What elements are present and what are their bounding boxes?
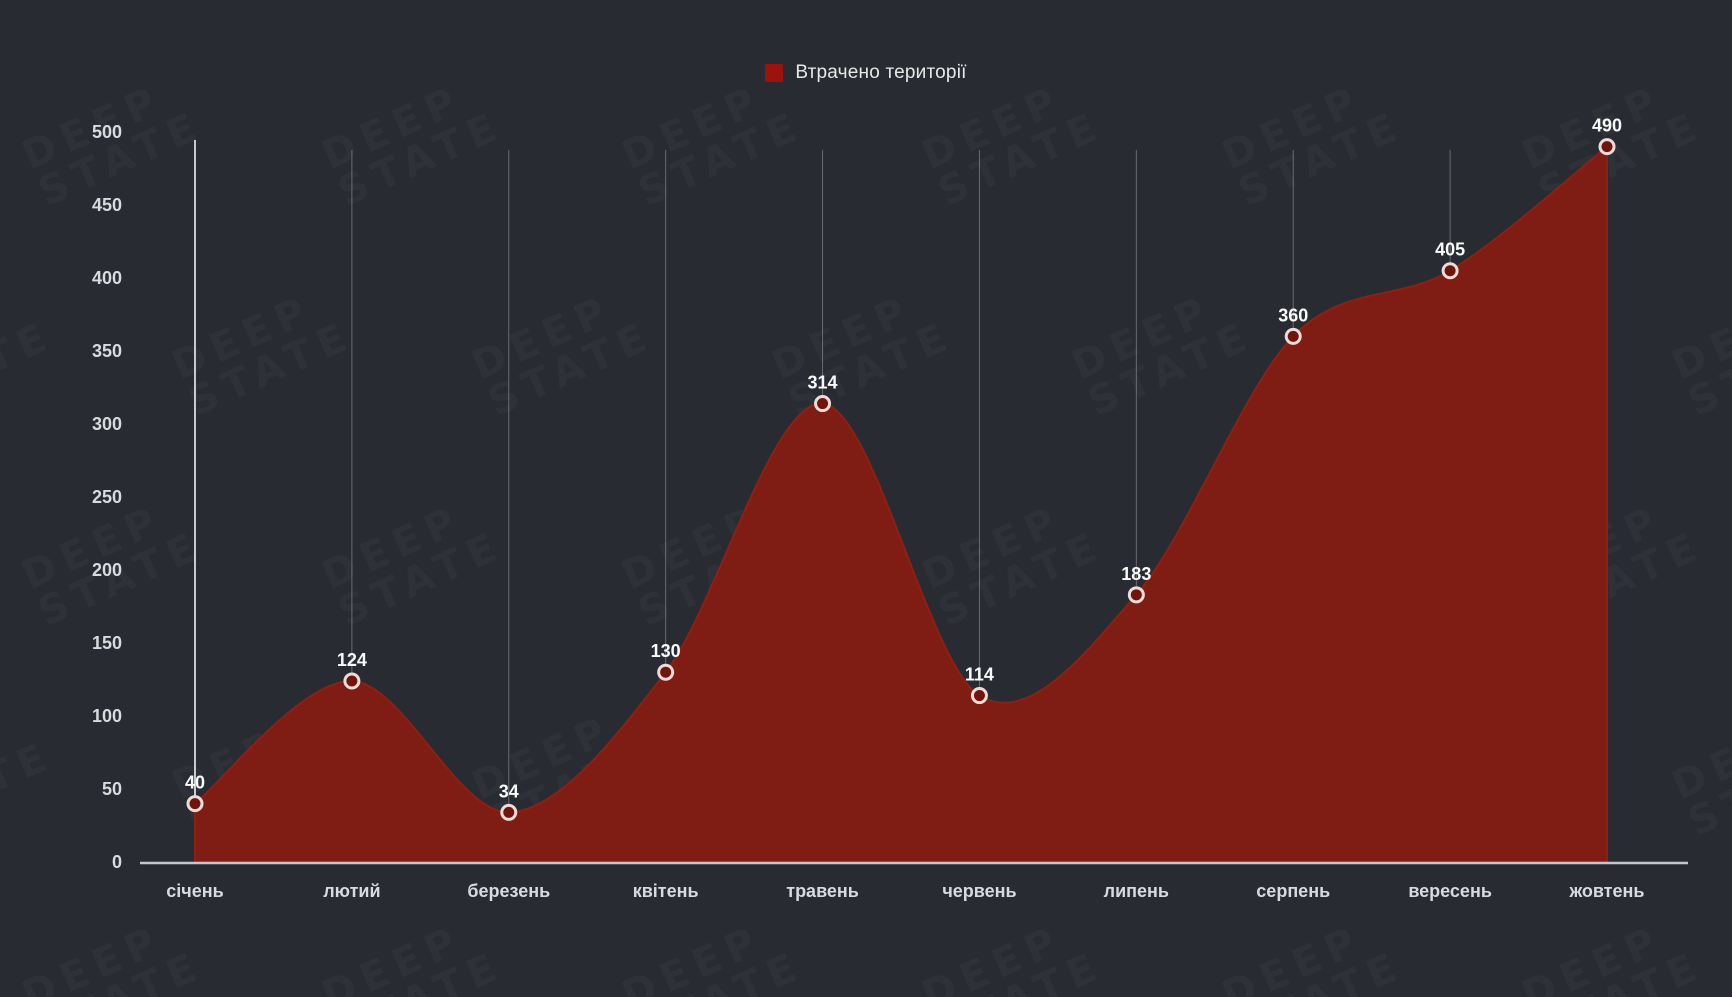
x-tick-label: липень bbox=[1104, 881, 1169, 901]
data-point-label: 183 bbox=[1121, 564, 1151, 584]
deepstate-watermark-tile: DEEPSTATE bbox=[1365, 0, 1560, 6]
area-series bbox=[194, 144, 1608, 863]
deepstate-watermark-tile: DEEPSTATE bbox=[0, 276, 61, 426]
data-point-marker bbox=[500, 803, 518, 821]
deepstate-watermark-tile: DEEPSTATE bbox=[0, 0, 61, 6]
deepstate-watermark-tile: DEEPSTATE bbox=[1215, 66, 1410, 216]
legend-label: Втрачено території bbox=[795, 62, 967, 83]
watermark-text: STATE bbox=[0, 312, 61, 425]
deepstate-watermark-tile: DEEPSTATE bbox=[765, 276, 960, 426]
legend-swatch-icon bbox=[765, 64, 784, 82]
data-point-marker bbox=[970, 687, 988, 705]
x-tick-label: травень bbox=[786, 881, 859, 901]
data-point-marker bbox=[186, 795, 204, 813]
data-point-marker bbox=[1441, 262, 1459, 280]
watermark-text: STATE bbox=[782, 0, 961, 6]
deepstate-watermark-tile: DEEPSTATE bbox=[315, 66, 510, 216]
data-point-label: 34 bbox=[499, 781, 519, 801]
watermark-text: STATE bbox=[0, 0, 61, 6]
data-point-marker bbox=[814, 395, 832, 413]
x-tick-label: жовтень bbox=[1569, 881, 1645, 901]
deepstate-watermark-tile: DEEPSTATE bbox=[15, 906, 210, 997]
y-tick-label: 50 bbox=[102, 779, 122, 799]
data-point-marker bbox=[1127, 586, 1145, 604]
y-tick-label: 400 bbox=[92, 268, 122, 288]
watermark-text: STATE bbox=[1382, 0, 1561, 6]
data-point-label: 114 bbox=[965, 665, 994, 685]
deepstate-watermark-tile: DEEPSTATE bbox=[915, 66, 1110, 216]
data-point-label: 124 bbox=[337, 650, 367, 670]
data-point-label: 360 bbox=[1278, 305, 1308, 325]
data-point-label: 314 bbox=[808, 373, 838, 393]
data-point-marker bbox=[343, 672, 361, 690]
deepstate-watermark-tile: DEEPSTATE bbox=[1665, 276, 1732, 426]
deepstate-watermark-tile: DEEPSTATE bbox=[465, 276, 660, 426]
x-tick-label: червень bbox=[942, 881, 1016, 901]
deepstate-watermark-tile: DEEPSTATE bbox=[1065, 276, 1260, 426]
deepstate-watermark-tile: DEEPSTATE bbox=[1515, 906, 1710, 997]
x-tick-label: січень bbox=[166, 881, 223, 901]
x-tick-label: лютий bbox=[323, 881, 380, 901]
watermark-text: STATE bbox=[482, 0, 661, 6]
deepstate-watermark-tile: DEEPSTATE bbox=[1665, 0, 1732, 6]
y-tick-label: 0 bbox=[112, 852, 122, 872]
watermark-text: STATE bbox=[0, 732, 61, 845]
x-tick-label: серпень bbox=[1256, 881, 1330, 901]
data-point-label: 130 bbox=[651, 641, 681, 661]
y-tick-label: 500 bbox=[92, 122, 122, 142]
chart-legend: Втрачено території bbox=[0, 62, 1732, 84]
data-point-marker bbox=[1284, 327, 1302, 345]
deepstate-watermark-tile: DEEPSTATE bbox=[915, 906, 1110, 997]
y-tick-label: 450 bbox=[92, 195, 122, 215]
data-point-label: 405 bbox=[1435, 240, 1465, 260]
deepstate-watermark-tile: DEEPSTATE bbox=[1065, 0, 1260, 6]
data-point-label: 490 bbox=[1592, 116, 1622, 136]
y-tick-label: 250 bbox=[92, 487, 122, 507]
deepstate-watermark-tile: DEEPSTATE bbox=[0, 696, 61, 846]
deepstate-watermark-tile: DEEPSTATE bbox=[165, 0, 360, 6]
y-tick-label: 200 bbox=[92, 560, 122, 580]
deepstate-watermark-tile: DEEPSTATE bbox=[1215, 906, 1410, 997]
y-tick-label: 350 bbox=[92, 341, 122, 361]
deepstate-watermark-tile: DEEPSTATE bbox=[765, 0, 960, 6]
x-tick-label: вересень bbox=[1408, 881, 1492, 901]
x-tick-label: квітень bbox=[633, 881, 699, 901]
y-tick-label: 150 bbox=[92, 633, 122, 653]
data-point-marker bbox=[657, 663, 675, 681]
deepstate-watermark-tile: DEEPSTATE bbox=[315, 906, 510, 997]
data-point-label: 40 bbox=[185, 773, 205, 793]
deepstate-watermark-tile: DEEPSTATE bbox=[315, 486, 510, 636]
y-tick-label: 100 bbox=[92, 706, 122, 726]
x-tick-label: березень bbox=[467, 881, 550, 901]
deepstate-watermark-tile: DEEPSTATE bbox=[1665, 696, 1732, 846]
deepstate-watermark-tile: DEEPSTATE bbox=[915, 486, 1110, 636]
watermark-text: STATE bbox=[182, 0, 361, 6]
deepstate-watermark-tile: DEEPSTATE bbox=[465, 0, 660, 6]
deepstate-watermark-tile: DEEPSTATE bbox=[615, 906, 810, 997]
watermark-text: STATE bbox=[1682, 0, 1732, 6]
deepstate-watermark-tile: DEEPSTATE bbox=[615, 66, 810, 216]
watermark-text: STATE bbox=[1082, 0, 1261, 6]
data-point-marker bbox=[1598, 138, 1616, 156]
y-tick-label: 300 bbox=[92, 414, 122, 434]
